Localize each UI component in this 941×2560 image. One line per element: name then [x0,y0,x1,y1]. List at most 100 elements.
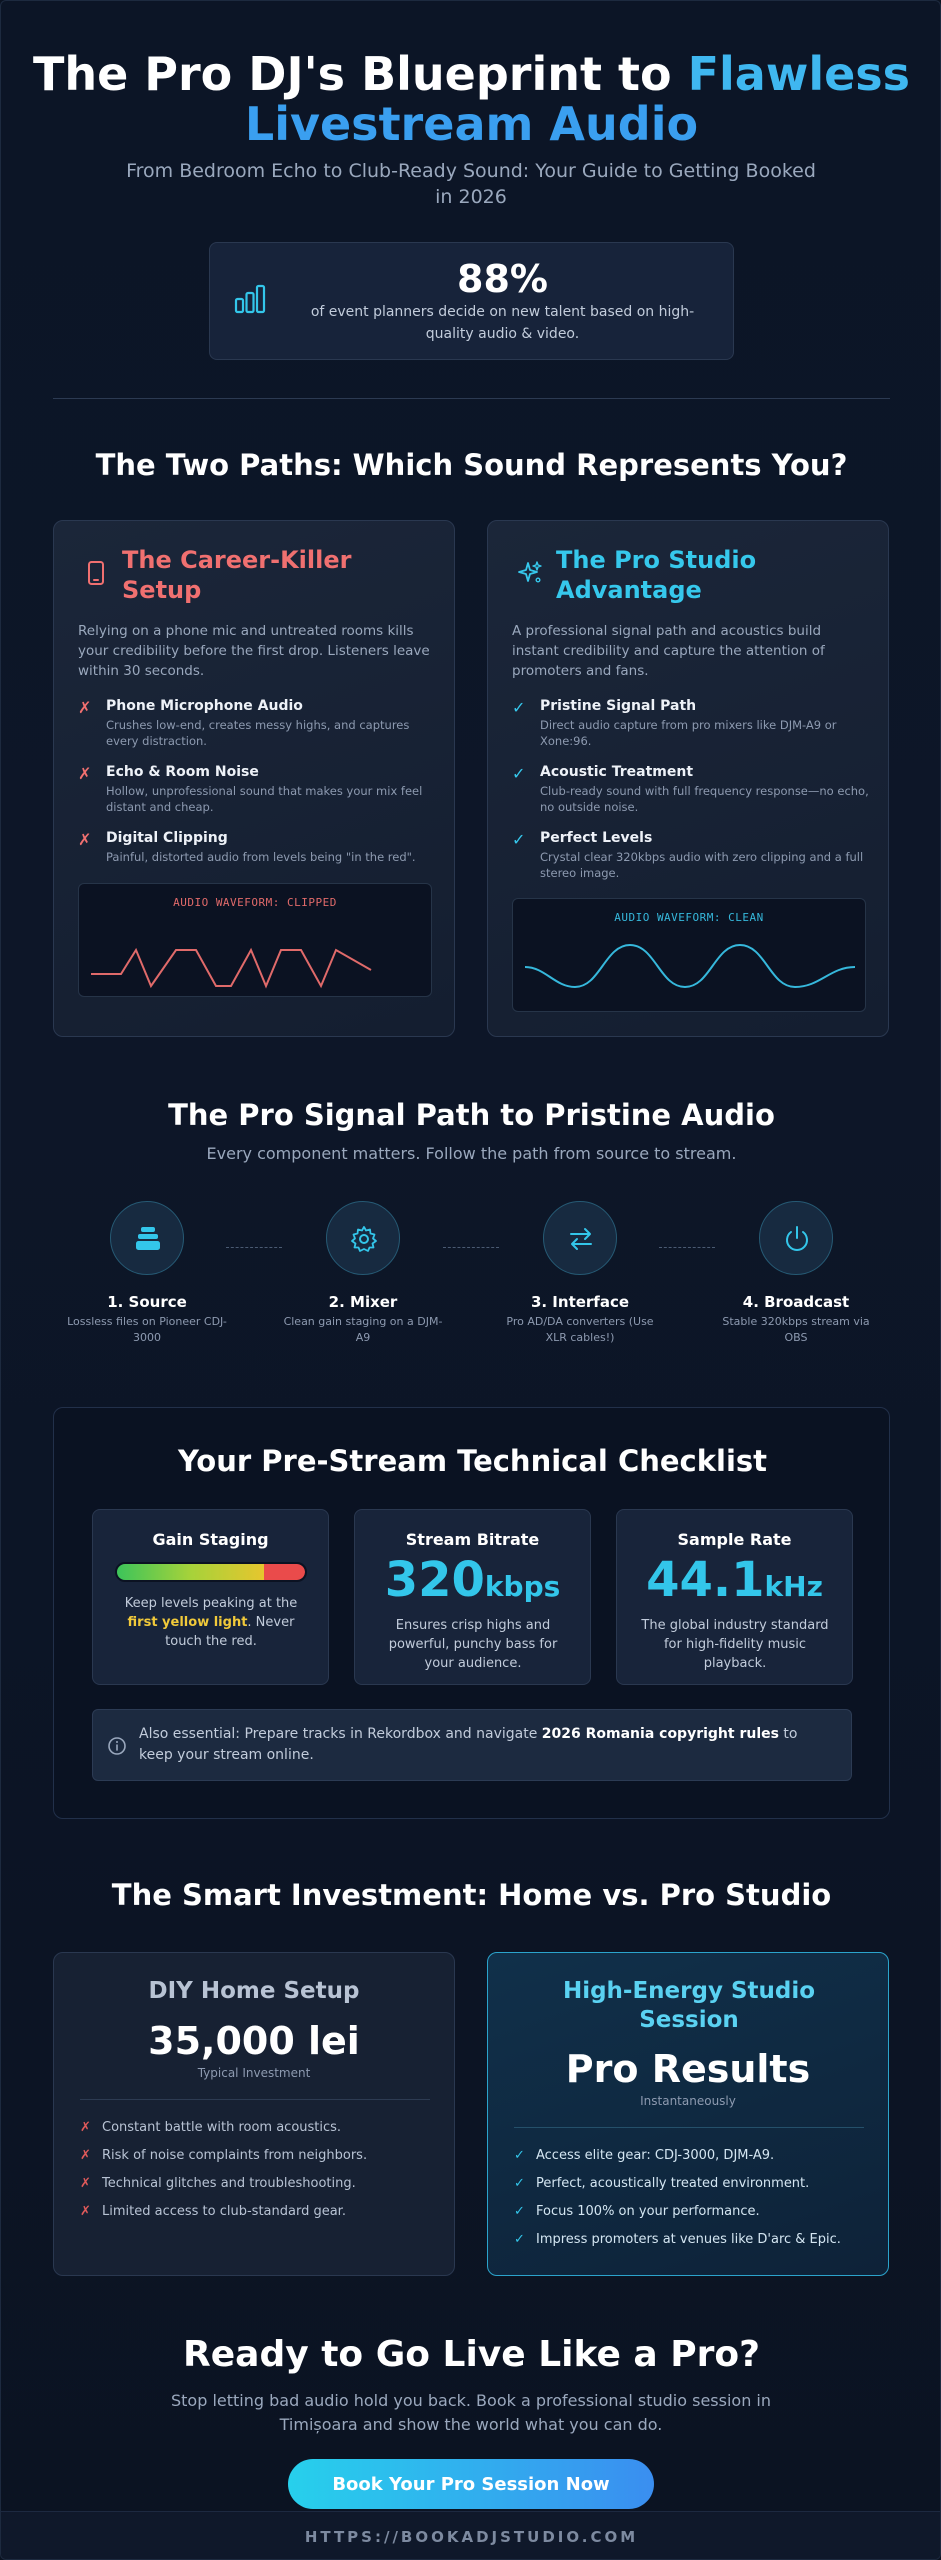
pro-studio-card: The Pro Studio Advantage A professional … [487,520,889,1037]
investment-title: The Smart Investment: Home vs. Pro Studi… [111,1878,832,1912]
step-desc: Lossless files on Pioneer CDJ-3000 [67,1315,227,1344]
layers-icon [136,1227,160,1250]
step-circle [543,1201,617,1275]
note-before: Also essential: Prepare tracks in Rekord… [139,1726,542,1742]
list-item: ✓ Focus 100% on your performance. [514,2203,864,2221]
clean-waveform-icon [525,943,855,989]
bitrate-desc: Ensures crisp highs and powerful, punchy… [388,1618,558,1671]
check-icon: ✓ [514,2148,525,2163]
sparkles-icon [518,561,542,583]
list-item: ✗ Echo & Room Noise Hollow, unprofession… [78,763,438,815]
x-mark-icon: ✗ [78,698,92,717]
step-desc: Pro AD/DA converters (Use XLR cables!) [506,1315,654,1344]
x-mark-icon: ✗ [80,2176,91,2191]
diy-list: ✗ Constant battle with room acoustics. ✗ R… [80,2119,430,2231]
item-name: Echo & Room Noise [106,764,259,780]
career-killer-title: The Career-Killer Setup [122,546,352,604]
list-item: ✓ Perfect Levels Crystal clear 320kbps a… [512,829,872,881]
pro-divider [514,2127,864,2128]
step-name: 2. Mixer [328,1293,398,1311]
item-text: Focus 100% on your performance. [536,2204,760,2219]
x-mark-icon: ✗ [80,2120,91,2135]
power-icon [786,1226,808,1251]
item-name: Phone Microphone Audio [106,698,303,714]
swap-arrows-icon [570,1228,592,1250]
item-name: Digital Clipping [106,830,228,846]
gear-icon [351,1226,377,1252]
item-name: Pristine Signal Path [540,698,697,714]
item-text: Constant battle with room acoustics. [102,2120,342,2135]
sample-rate-card: Sample Rate 44.1kHz The global industry … [616,1509,853,1685]
item-name: Acoustic Treatment [540,764,694,780]
hero-subtitle: From Bedroom Echo to Club-Ready Sound: Y… [126,160,816,208]
diy-card: DIY Home Setup 35,000 lei Typical Invest… [53,1952,455,2276]
clean-waveform-label: AUDIO WAVEFORM: CLEAN [614,911,764,924]
note-bold: 2026 Romania copyright rules [541,1726,779,1742]
pro-studio-title: The Pro Studio Advantage [556,546,757,604]
list-item: ✗ Constant battle with room acoustics. [80,2119,430,2137]
sample-desc: The global industry standard for high-fi… [641,1618,829,1671]
clipped-waveform-label: AUDIO WAVEFORM: CLIPPED [173,896,337,909]
x-mark-icon: ✗ [80,2148,91,2163]
paths-title: The Two Paths: Which Sound Represents Yo… [95,448,848,482]
list-item: ✓ Perfect, acoustically treated environme… [514,2175,864,2193]
check-icon: ✓ [512,698,526,717]
check-icon: ✓ [514,2204,525,2219]
check-icon: ✓ [512,764,526,783]
essential-note: Also essential: Prepare tracks in Rekord… [92,1709,852,1781]
list-item: ✓ Access elite gear: CDJ-3000, DJM-A9. [514,2147,864,2165]
footer: HTTPS://BOOKADJSTUDIO.COM [1,2511,940,2559]
pro-session-card: High-Energy Studio Session Pro Results I… [487,1952,889,2276]
smartphone-icon [88,561,104,585]
checklist-title: Your Pre-Stream Technical Checklist [177,1444,768,1478]
list-item: ✗ Risk of noise complaints from neighbors… [80,2147,430,2165]
bitrate-value: 320kbps [355,1552,590,1608]
book-session-button[interactable]: Book Your Pro Session Now [288,2459,654,2509]
item-text: Perfect, acoustically treated environmen… [536,2176,810,2191]
diy-divider [80,2099,430,2100]
item-text: Access elite gear: CDJ-3000, DJM-A9. [536,2148,775,2163]
hero-title-accent-line2: Livestream Audio [244,97,699,151]
note-text: Also essential: Prepare tracks in Rekord… [139,1724,829,1766]
gain-meter-fill [117,1564,264,1580]
career-killer-intro: Relying on a phone mic and untreated roo… [78,623,430,679]
list-item: ✗ Limited access to club-standard gear. [80,2203,430,2221]
check-icon: ✓ [514,2176,525,2191]
sample-unit: kHz [764,1570,823,1603]
pro-caption: Instantaneously [640,2094,736,2108]
pro-studio-intro: A professional signal path and acoustics… [512,623,825,679]
note-after: to keep your stream online. [139,1726,798,1763]
item-desc: Crystal clear 320kbps audio with zero cl… [540,850,864,880]
footer-url-link[interactable]: HTTPS://BOOKADJSTUDIO.COM [304,2528,639,2546]
check-icon: ✓ [514,2232,525,2247]
hero-title-accent: Flawless [687,47,911,101]
item-desc: Club-ready sound with full frequency res… [540,784,869,814]
list-item: ✗ Phone Microphone Audio Crushes low-end… [78,697,438,749]
step-name: 3. Interface [530,1293,630,1311]
gain-meter [115,1562,307,1582]
item-desc: Hollow, unprofessional sound that makes … [106,784,423,814]
gain-meter-red [263,1564,305,1580]
step-circle [759,1201,833,1275]
list-item: ✓ Impress promoters at venues like D'arc … [514,2231,864,2249]
list-item: ✓ Acoustic Treatment Club-ready sound wi… [512,763,872,815]
step-name: 4. Broadcast [742,1293,850,1311]
diy-title: DIY Home Setup [148,1978,360,2004]
checklist-panel: Your Pre-Stream Technical Checklist Gain… [53,1407,890,1819]
cta-title: Ready to Go Live Like a Pro? [183,2334,760,2375]
step-connector [226,1247,282,1248]
list-item: ✗ Digital Clipping Painful, distorted au… [78,829,438,865]
hero-title: The Pro DJ's Blueprint to Flawless Lives… [1,47,940,151]
diy-price: 35,000 lei [148,2019,360,2063]
pro-title: High-Energy Studio Session [562,1978,816,2033]
item-desc: Crushes low-end, creates messy highs, an… [106,718,410,748]
career-killer-card: The Career-Killer Setup Relying on a pho… [53,520,455,1037]
sample-title: Sample Rate [677,1530,792,1549]
pro-price: Pro Results [565,2047,811,2091]
x-mark-icon: ✗ [78,764,92,783]
step-desc: Stable 320kbps stream via OBS [722,1315,870,1344]
stat-text: of event planners decide on new talent b… [310,304,695,342]
gain-desc-after: . Never touch the red. [165,1615,295,1649]
stat-box: 88% of event planners decide on new tale… [209,242,734,360]
